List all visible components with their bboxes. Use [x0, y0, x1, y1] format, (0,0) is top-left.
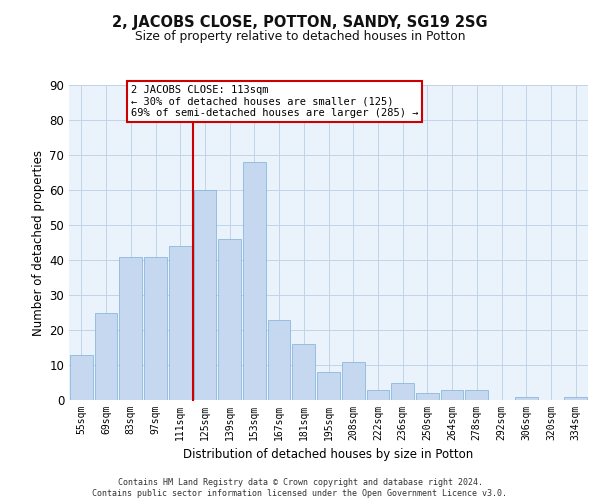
- Bar: [342, 362, 365, 400]
- Bar: [515, 396, 538, 400]
- Bar: [169, 246, 191, 400]
- Bar: [218, 239, 241, 400]
- Text: 2, JACOBS CLOSE, POTTON, SANDY, SG19 2SG: 2, JACOBS CLOSE, POTTON, SANDY, SG19 2SG: [112, 15, 488, 30]
- Bar: [70, 354, 93, 400]
- Bar: [416, 393, 439, 400]
- Bar: [194, 190, 216, 400]
- Bar: [119, 256, 142, 400]
- Text: 2 JACOBS CLOSE: 113sqm
← 30% of detached houses are smaller (125)
69% of semi-de: 2 JACOBS CLOSE: 113sqm ← 30% of detached…: [131, 85, 418, 118]
- Y-axis label: Number of detached properties: Number of detached properties: [32, 150, 45, 336]
- Text: Size of property relative to detached houses in Potton: Size of property relative to detached ho…: [135, 30, 465, 43]
- Bar: [367, 390, 389, 400]
- Bar: [564, 396, 587, 400]
- X-axis label: Distribution of detached houses by size in Potton: Distribution of detached houses by size …: [184, 448, 473, 462]
- Bar: [391, 382, 414, 400]
- Bar: [268, 320, 290, 400]
- Bar: [317, 372, 340, 400]
- Bar: [144, 256, 167, 400]
- Bar: [243, 162, 266, 400]
- Bar: [441, 390, 463, 400]
- Bar: [95, 312, 118, 400]
- Text: Contains HM Land Registry data © Crown copyright and database right 2024.
Contai: Contains HM Land Registry data © Crown c…: [92, 478, 508, 498]
- Bar: [466, 390, 488, 400]
- Bar: [292, 344, 315, 400]
